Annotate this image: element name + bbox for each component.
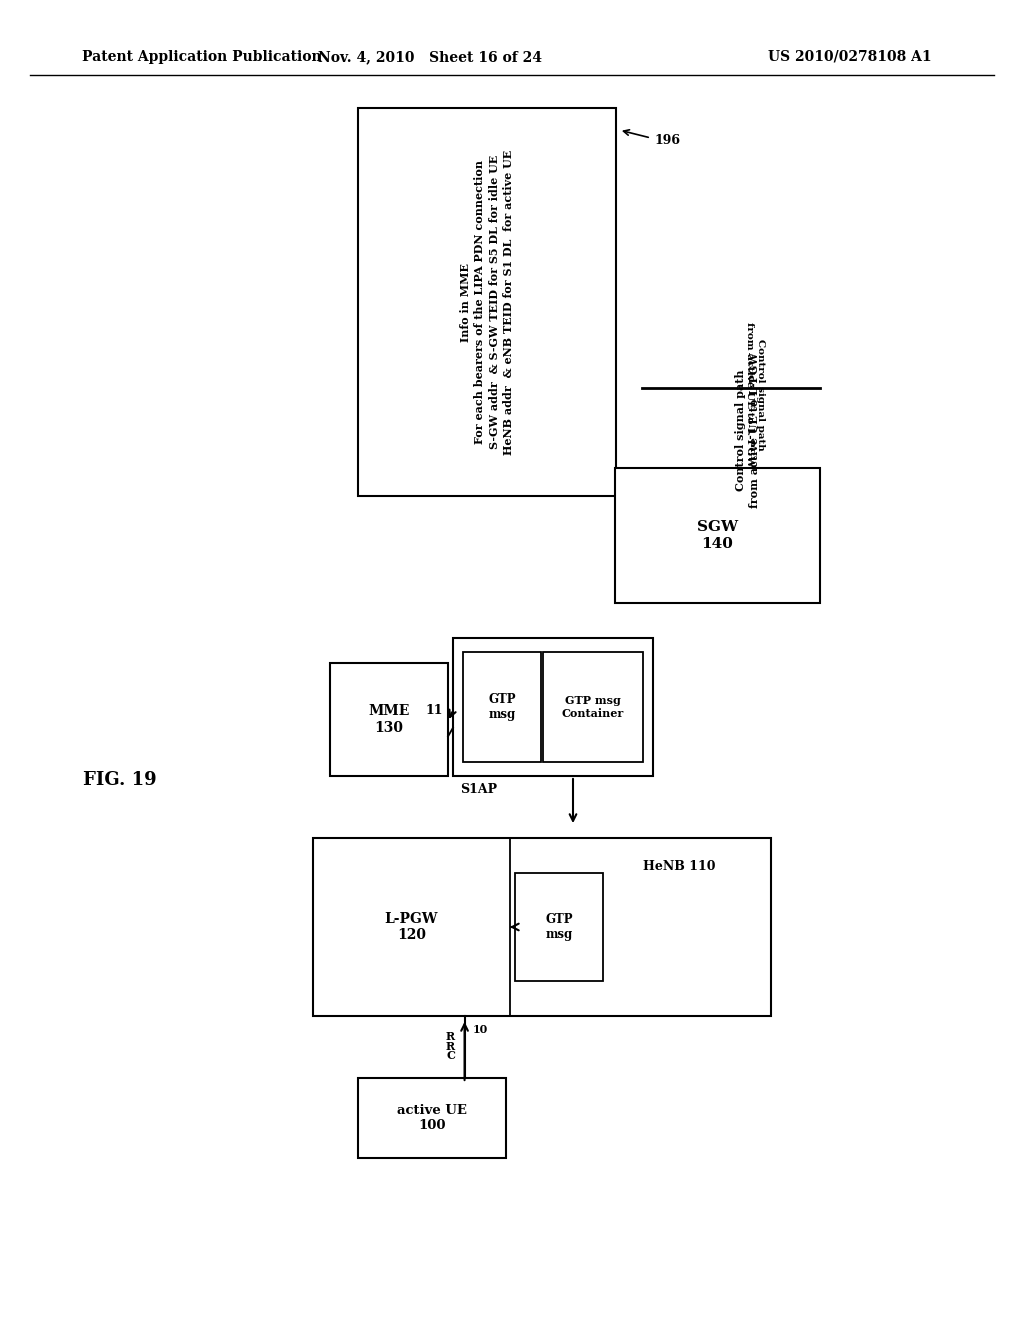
Text: 196: 196 [654,133,680,147]
Text: GTP msg
Container: GTP msg Container [562,696,624,719]
Bar [358,1078,506,1158]
Text: Patent Application Publication: Patent Application Publication [82,50,322,63]
Bar [515,873,603,981]
Bar [313,838,771,1016]
Text: MME
130: MME 130 [369,705,410,735]
Bar [463,652,541,762]
Text: SGW
140: SGW 140 [697,520,738,550]
Text: Control signal path
from active UE to L-PGW: Control signal path from active UE to L-… [735,352,760,508]
Bar [453,638,653,776]
Text: L-PGW
120: L-PGW 120 [385,912,438,942]
Text: 10: 10 [472,1024,487,1035]
Text: S1AP: S1AP [460,783,497,796]
Text: active UE
100: active UE 100 [397,1104,467,1133]
Text: HeNB 110: HeNB 110 [643,859,716,873]
Text: R
R
C: R R C [446,1031,455,1061]
Text: US 2010/0278108 A1: US 2010/0278108 A1 [768,50,932,63]
Bar [358,108,616,496]
Text: 11: 11 [426,704,443,717]
Text: Info in MME
For each bearers of the LIPA PDN connection
S-GW addr  & S-GW TEID f: Info in MME For each bearers of the LIPA… [460,149,514,454]
Bar [543,652,643,762]
Text: Nov. 4, 2010   Sheet 16 of 24: Nov. 4, 2010 Sheet 16 of 24 [318,50,542,63]
Bar [330,663,449,776]
Text: GTP
msg: GTP msg [488,693,516,721]
Text: GTP
msg: GTP msg [545,913,572,941]
Text: FIG. 19: FIG. 19 [83,771,157,789]
Text: Control signal path
from active UE to L-PGW: Control signal path from active UE to L-… [744,322,765,467]
Bar [615,469,820,603]
